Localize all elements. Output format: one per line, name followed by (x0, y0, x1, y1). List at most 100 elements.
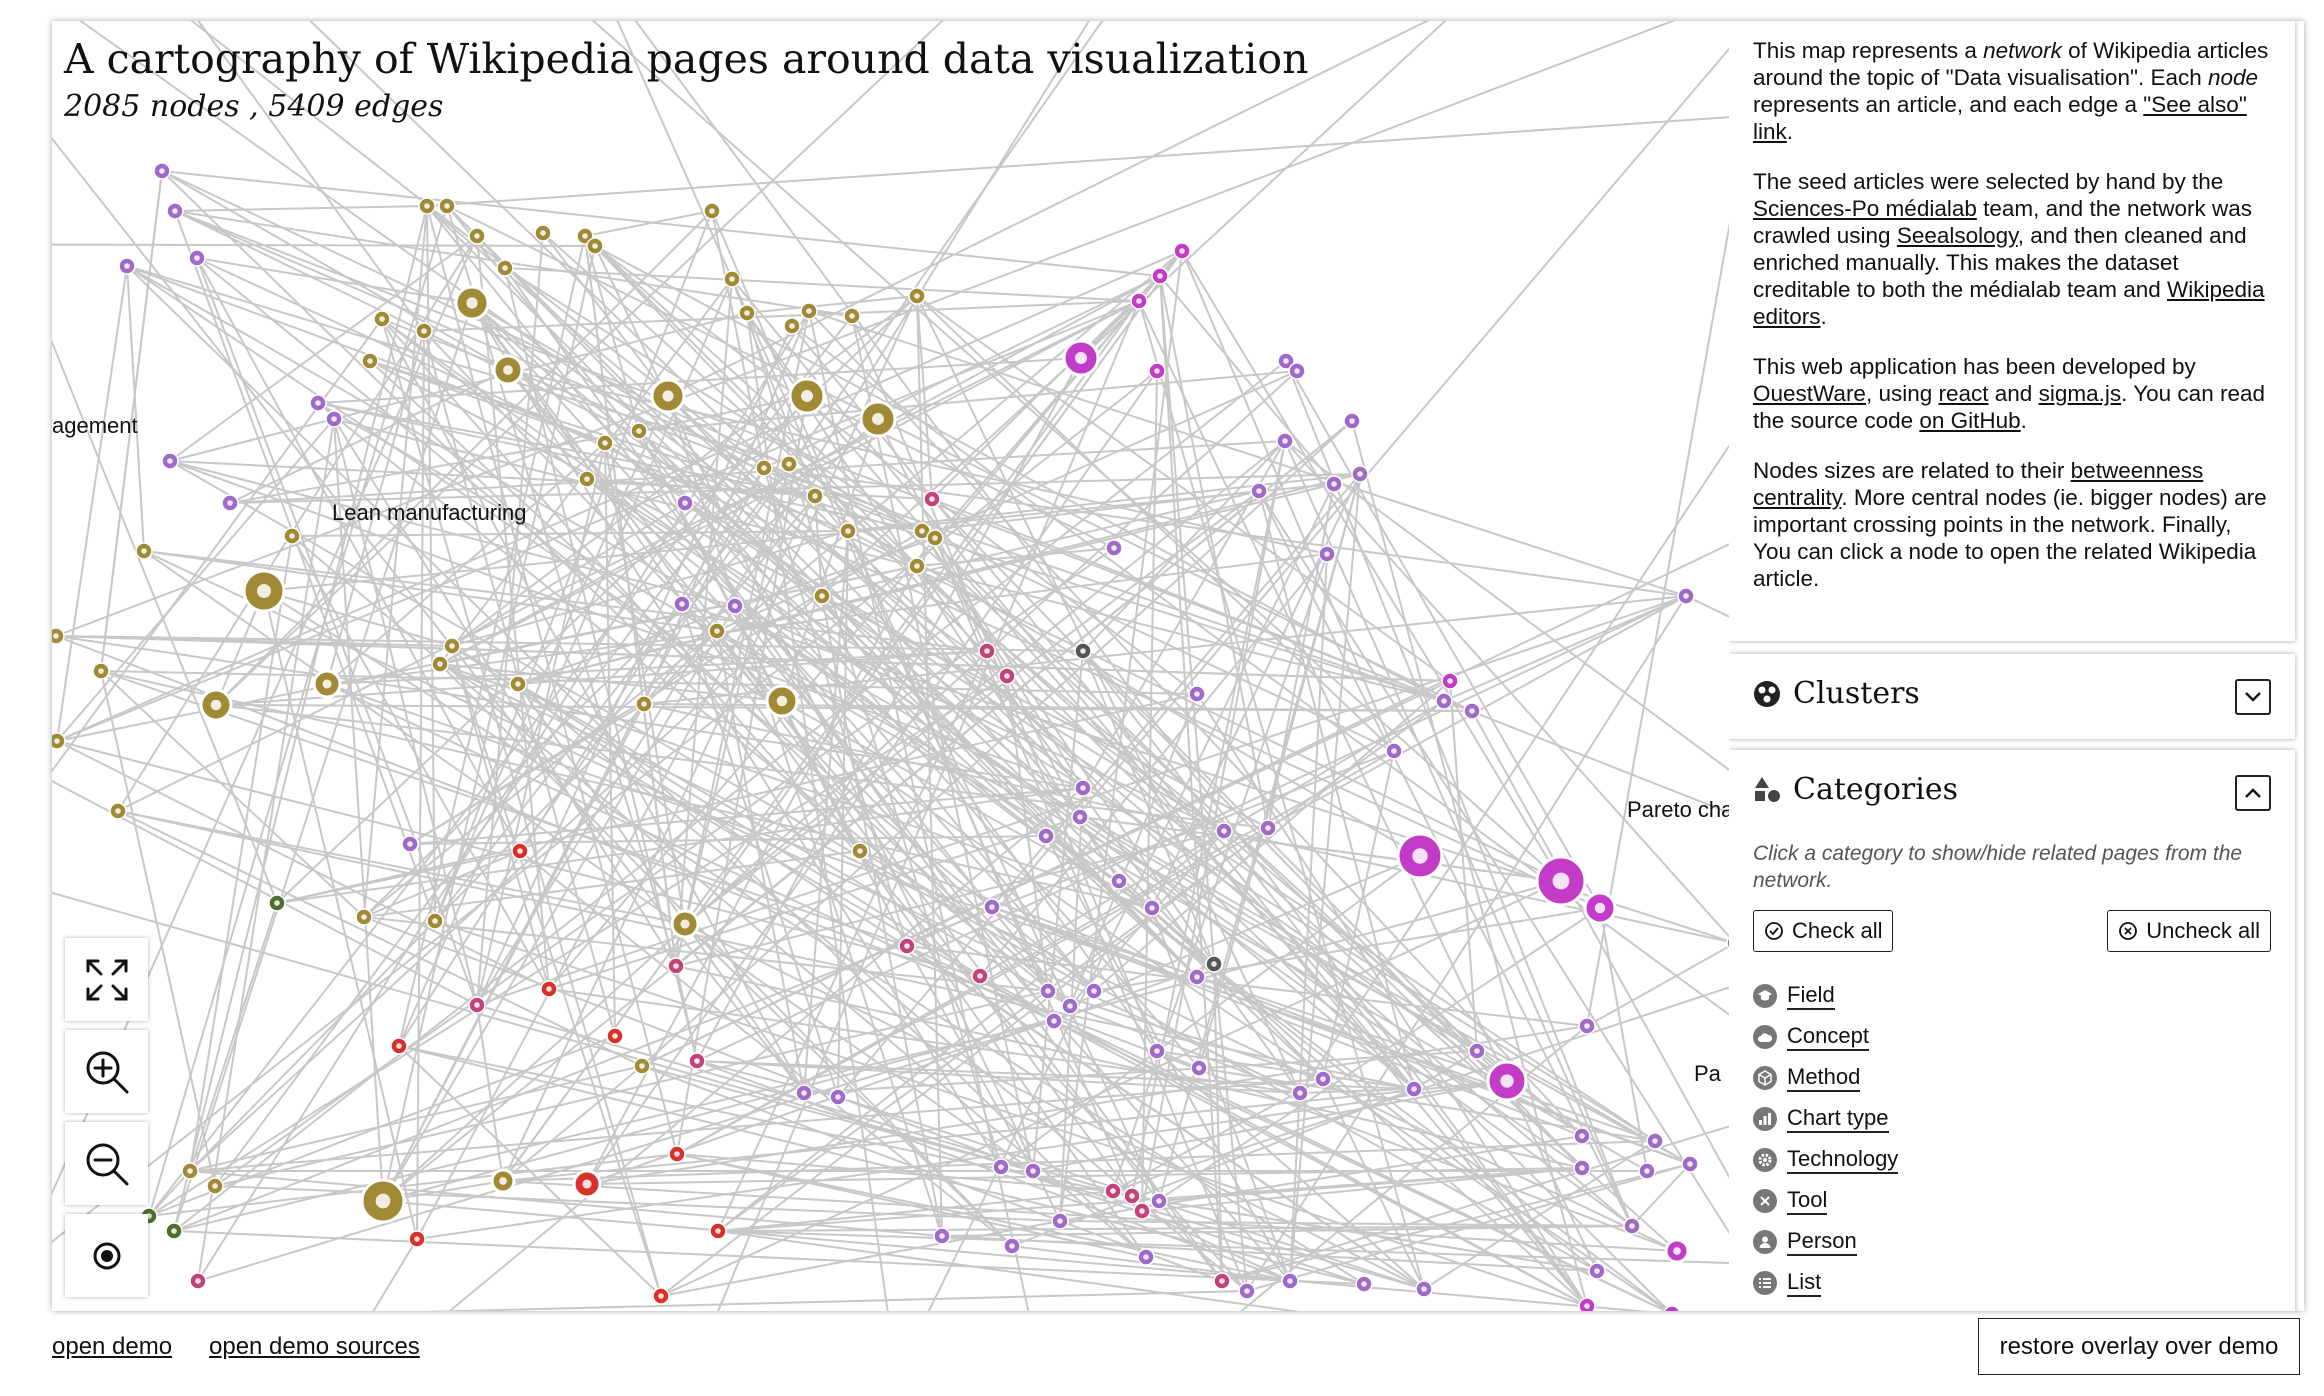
graph-node-glyph (786, 461, 792, 467)
graph-node-glyph (1297, 1090, 1303, 1096)
graph-node-glyph (424, 203, 430, 209)
graph-node-glyph (1196, 1065, 1202, 1071)
graph-label-pa[interactable]: Pa (1694, 1061, 1721, 1086)
fullscreen-icon (86, 959, 127, 1000)
categories-title: Categories (1793, 772, 1958, 807)
graph-node-glyph (1469, 708, 1475, 714)
graph-node-glyph (1244, 1288, 1250, 1294)
graph-label-pareto[interactable]: Pareto cha (1627, 797, 1734, 822)
category-item-chart-type[interactable]: Chart type (1753, 1098, 1898, 1139)
category-item-technology[interactable]: Technology (1753, 1139, 1899, 1180)
graph-node-glyph (115, 808, 121, 814)
graph-node-glyph (421, 328, 427, 334)
page-subtitle: 2085 nodes , 5409 edges (64, 89, 444, 124)
graph-edges (52, 21, 1753, 1311)
graph-node-glyph (673, 963, 679, 969)
graph-node-glyph (1441, 698, 1447, 704)
restore-overlay-button[interactable]: restore overlay over demo (1978, 1318, 2300, 1375)
graph-node-glyph (1361, 1281, 1367, 1287)
graph-label-management[interactable]: agement (52, 413, 138, 438)
wikipedia-editors-link[interactable]: Wikipedia editors (1753, 277, 2265, 329)
graph-node-glyph (1256, 488, 1262, 494)
target-icon (93, 1242, 120, 1269)
graph-node-glyph (407, 841, 413, 847)
category-item-person[interactable]: Person (1753, 1221, 1898, 1262)
categories-collapse-button[interactable] (2235, 775, 2271, 811)
graph-node-glyph (212, 1183, 218, 1189)
graph-node-glyph (1474, 1048, 1480, 1054)
gear-icon (1753, 1147, 1777, 1172)
reset-view-button[interactable] (65, 1214, 148, 1297)
graph-node-glyph (1287, 1278, 1293, 1284)
graph-node-glyph (1294, 368, 1300, 374)
graph-node-glyph (1219, 1278, 1225, 1284)
graph-node-glyph (812, 493, 818, 499)
page-title: A cartography of Wikipedia pages around … (64, 35, 1309, 83)
category-item-method[interactable]: Method (1753, 1057, 1898, 1098)
see-also-link[interactable]: "See also" link (1753, 92, 2247, 144)
graph-node-glyph (98, 668, 104, 674)
graph-node-glyph (1421, 1286, 1427, 1292)
zoom-out-button[interactable] (65, 1122, 148, 1205)
x-circle-icon (2119, 922, 2138, 940)
category-item-field[interactable]: Field (1753, 975, 1898, 1016)
graph-node-glyph (715, 1228, 721, 1234)
graph-node-glyph (1030, 1168, 1036, 1174)
graph-node-glyph (658, 1293, 664, 1299)
open-demo-link[interactable]: open demo (52, 1333, 173, 1360)
graph-node-glyph (584, 476, 590, 482)
wrench-icon (1753, 1188, 1777, 1213)
graph-node-glyph (602, 440, 608, 446)
graph-node-glyph (1139, 1208, 1145, 1214)
graph-node-glyph (141, 548, 147, 554)
graph-node-glyph (582, 233, 588, 239)
graph-node-glyph (1282, 438, 1288, 444)
shapes-icon (1755, 776, 1780, 802)
ouestware-link[interactable]: OuestWare (1753, 381, 1866, 406)
clusters-header[interactable]: Clusters (1753, 676, 1920, 711)
graph-node-glyph (1644, 1168, 1650, 1174)
graph-node-glyph (1447, 678, 1453, 684)
categories-header[interactable]: Categories (1753, 772, 1958, 807)
graph-node-glyph (227, 500, 233, 506)
graph-node-glyph (187, 1168, 193, 1174)
graph-node-glyph (437, 661, 443, 667)
graph-label-lean-manufacturing[interactable]: Lean manufacturing (332, 500, 527, 525)
seealsology-link[interactable]: Seealsology (1896, 223, 2018, 248)
graph-node-glyph (444, 203, 450, 209)
category-item-tool[interactable]: Tool (1753, 1180, 1898, 1221)
graph-node-glyph (274, 900, 280, 906)
graph-node-glyph (1116, 878, 1122, 884)
about-paragraph-3: This web application has been developed … (1753, 354, 2265, 433)
betweenness-link[interactable]: betweenness centrality (1753, 458, 2204, 510)
graph-node-glyph (1051, 1018, 1057, 1024)
graph-node-glyph (1149, 905, 1155, 911)
graph-node-glyph (819, 593, 825, 599)
graph-node[interactable] (1663, 1305, 1681, 1311)
graph-node-glyph (361, 914, 367, 920)
person-icon (1753, 1229, 1777, 1254)
graph-node-glyph (1412, 848, 1428, 864)
sigmajs-link[interactable]: sigma.js (2038, 381, 2122, 406)
graph-node-glyph (641, 701, 647, 707)
open-demo-sources-link[interactable]: open demo sources (209, 1333, 420, 1360)
react-link[interactable]: react (1938, 381, 1989, 406)
zoom-in-button[interactable] (65, 1030, 148, 1113)
graph-node-glyph (1136, 298, 1142, 304)
github-link[interactable]: on GitHub (1919, 408, 2021, 433)
medialab-link[interactable]: Sciences-Po médialab (1753, 196, 1977, 221)
graph-node-glyph (1391, 748, 1397, 754)
fullscreen-button[interactable] (65, 938, 148, 1021)
side-panel: This map represents a network of Wikiped… (1729, 21, 2299, 1311)
category-item-list[interactable]: List (1753, 1262, 1898, 1303)
category-item-concept[interactable]: Concept (1753, 1016, 1898, 1057)
graph-node-glyph (761, 465, 767, 471)
uncheck-all-button[interactable]: Uncheck all (2107, 910, 2271, 952)
graph-node-glyph (729, 276, 735, 282)
network-graph[interactable] (52, 21, 2304, 1311)
graph-node-glyph (466, 297, 478, 309)
check-all-button[interactable]: Check all (1753, 910, 1894, 952)
graph-node-glyph (517, 848, 523, 854)
clusters-expand-button[interactable] (2235, 679, 2271, 715)
graph-node-glyph (989, 904, 995, 910)
